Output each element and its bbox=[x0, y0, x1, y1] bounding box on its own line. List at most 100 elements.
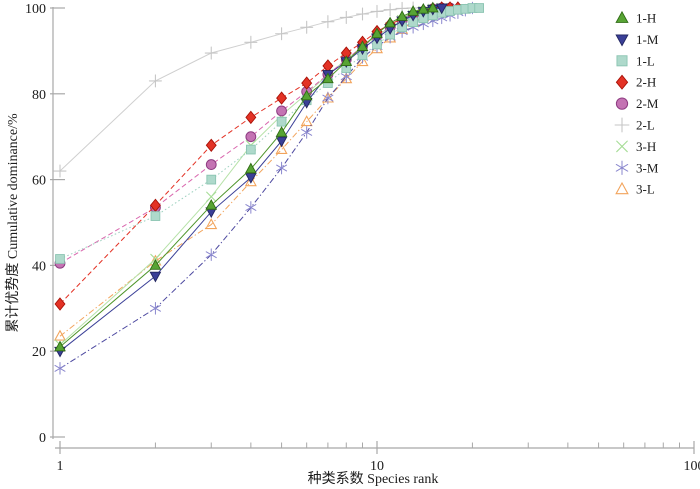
triangle-up-marker bbox=[356, 40, 369, 51]
series-1-L bbox=[55, 3, 484, 264]
circle-marker bbox=[245, 131, 257, 143]
legend-item-2-H: 2-H bbox=[615, 74, 656, 90]
asterisk-marker bbox=[615, 160, 629, 175]
series-line bbox=[59, 7, 458, 305]
diamond-marker bbox=[54, 297, 66, 311]
legend-label: 2-H bbox=[636, 75, 656, 90]
triangle-up-marker bbox=[300, 89, 313, 101]
triangle-up-open-marker bbox=[244, 175, 257, 187]
legend-label: 3-L bbox=[636, 182, 655, 197]
diamond-marker bbox=[301, 76, 313, 90]
x-tick-label: 100 bbox=[684, 459, 700, 474]
plus-marker bbox=[339, 10, 353, 24]
plus-marker bbox=[300, 20, 314, 34]
square-marker bbox=[150, 211, 161, 221]
triangle-down-marker bbox=[615, 34, 629, 47]
legend-label: 2-M bbox=[636, 96, 659, 111]
triangle-up-marker bbox=[205, 199, 218, 210]
series-1-M bbox=[54, 3, 448, 358]
diamond-marker bbox=[205, 138, 217, 152]
legend-label: 3-H bbox=[636, 139, 656, 154]
triangle-up-marker bbox=[340, 55, 353, 66]
plus-marker bbox=[204, 46, 218, 60]
legend-item-1-H: 1-H bbox=[615, 10, 656, 26]
circle-marker bbox=[276, 105, 287, 117]
triangle-down-marker bbox=[244, 173, 257, 184]
y-tick-label: 100 bbox=[25, 2, 46, 17]
triangle-up-marker bbox=[407, 5, 419, 16]
diamond-marker bbox=[245, 110, 257, 125]
triangle-up-marker bbox=[417, 2, 430, 14]
plus-marker bbox=[383, 3, 397, 17]
legend-label: 1-L bbox=[636, 53, 655, 68]
y-tick-label: 0 bbox=[39, 431, 46, 446]
y-tick-label: 20 bbox=[32, 345, 46, 360]
asterisk-marker bbox=[54, 362, 66, 375]
y-tick-label: 80 bbox=[32, 88, 46, 103]
legend-item-3-L: 3-L bbox=[615, 182, 655, 197]
plus-marker bbox=[275, 27, 289, 41]
triangle-up-marker bbox=[371, 27, 383, 39]
plus-marker bbox=[53, 164, 67, 178]
plus-marker bbox=[355, 7, 370, 21]
square-marker bbox=[276, 116, 287, 127]
circle-marker bbox=[205, 159, 217, 170]
x-axis-title: 种类系数 Species rank bbox=[308, 471, 439, 487]
y-tick-label: 40 bbox=[32, 259, 46, 274]
plus-marker bbox=[148, 74, 162, 88]
series-layer bbox=[53, 1, 484, 375]
legend-item-1-L: 1-L bbox=[616, 53, 655, 68]
square-marker bbox=[474, 3, 484, 13]
series-1-H bbox=[54, 1, 439, 352]
legend-item-3-H: 3-H bbox=[616, 139, 656, 154]
plus-marker bbox=[614, 117, 630, 133]
triangle-up-marker bbox=[322, 72, 334, 84]
series-2-L bbox=[53, 1, 420, 178]
diamond-marker bbox=[615, 74, 629, 90]
triangle-down-marker bbox=[149, 271, 162, 283]
legend-label: 3-M bbox=[636, 160, 659, 175]
diamond-marker bbox=[276, 91, 288, 105]
diamond-marker bbox=[322, 59, 334, 73]
legend-item-2-L: 2-L bbox=[614, 117, 655, 133]
triangle-down-marker bbox=[435, 3, 448, 15]
square-marker bbox=[616, 55, 628, 67]
triangle-down-marker bbox=[275, 136, 288, 148]
triangle-up-marker bbox=[396, 10, 408, 21]
triangle-up-marker bbox=[275, 126, 288, 137]
triangle-up-open-marker bbox=[205, 218, 218, 230]
plus-marker bbox=[370, 4, 384, 18]
asterisk-marker bbox=[205, 248, 217, 261]
square-marker bbox=[55, 254, 65, 264]
triangle-up-marker bbox=[615, 10, 629, 23]
series-2-H bbox=[54, 1, 464, 311]
x-tick-label: 10 bbox=[370, 459, 384, 474]
asterisk-marker bbox=[322, 91, 334, 105]
y-tick-label: 60 bbox=[32, 174, 46, 189]
legend-label: 1-M bbox=[636, 32, 659, 47]
triangle-up-marker bbox=[244, 162, 257, 174]
x-cross-marker bbox=[616, 140, 628, 153]
square-marker bbox=[206, 174, 217, 185]
series-line bbox=[59, 7, 433, 348]
legend-item-3-M: 3-M bbox=[615, 160, 659, 175]
series-line bbox=[59, 7, 473, 369]
triangle-up-open-marker bbox=[53, 329, 67, 341]
asterisk-marker bbox=[149, 302, 161, 315]
legend-item-2-M: 2-M bbox=[615, 96, 659, 111]
plus-marker bbox=[244, 35, 258, 49]
asterisk-marker bbox=[301, 126, 313, 139]
triangle-up-marker bbox=[54, 340, 66, 352]
triangle-up-open-marker bbox=[300, 115, 313, 127]
series-line bbox=[59, 7, 480, 260]
legend: 1-H 1-M 1-L 2-H 2-M 2-L 3-H 3-M 3-L bbox=[614, 10, 659, 197]
asterisk-marker bbox=[276, 161, 288, 175]
y-axis-title: 累计优势度 Cumulative dominance/% bbox=[5, 113, 21, 333]
triangle-up-marker bbox=[384, 16, 396, 28]
circle-marker bbox=[615, 97, 629, 110]
triangle-up-open-marker bbox=[275, 143, 288, 155]
triangle-up-marker bbox=[426, 1, 439, 13]
triangle-up-marker bbox=[149, 259, 162, 270]
